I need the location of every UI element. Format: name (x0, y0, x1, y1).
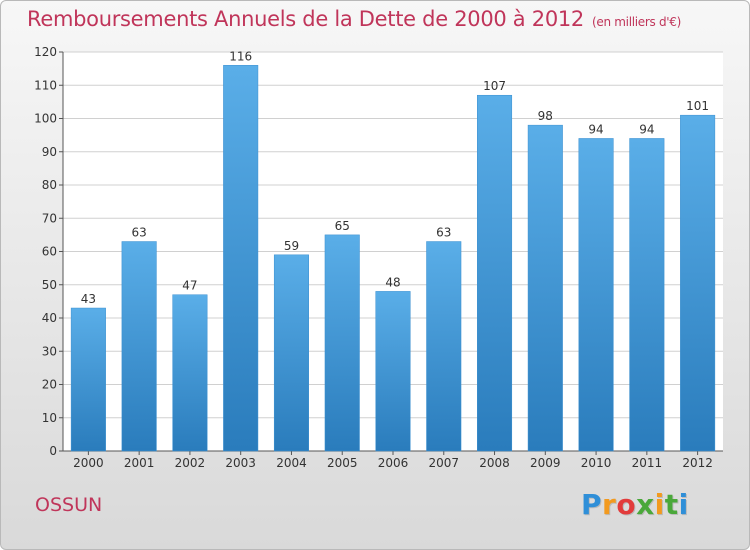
y-tick-label: 60 (42, 245, 57, 259)
bar-2008 (477, 94, 513, 452)
y-tick-label: 90 (42, 145, 57, 159)
y-tick-label: 30 (42, 344, 57, 358)
data-label: 47 (182, 279, 197, 293)
x-tick-label: 2008 (479, 456, 510, 470)
x-tick-label: 2004 (276, 456, 307, 470)
x-tick-label: 2003 (225, 456, 256, 470)
bar-2003 (223, 65, 259, 452)
x-tick-label: 2000 (73, 456, 104, 470)
bar-2002 (172, 294, 208, 452)
data-label: 65 (335, 219, 350, 233)
logo-letter: P (581, 488, 603, 521)
logo-letter: r (602, 488, 617, 521)
bar-2012 (680, 114, 716, 452)
bar-2007 (426, 241, 462, 452)
logo-letter: x (636, 488, 655, 521)
data-label: 101 (686, 99, 709, 113)
data-label: 48 (385, 275, 400, 289)
logo-letter: o (616, 488, 637, 521)
proxiti-logo: Proxiti (581, 488, 689, 521)
chart-title: Remboursements Annuels de la Dette de 20… (27, 7, 681, 31)
data-label: 63 (132, 226, 147, 240)
x-tick-label: 2007 (428, 456, 459, 470)
data-label: 59 (284, 239, 299, 253)
bar-2010 (578, 138, 614, 452)
data-label: 94 (588, 122, 603, 136)
y-tick-label: 20 (42, 378, 57, 392)
x-tick-label: 2006 (378, 456, 409, 470)
bar-2009 (527, 124, 563, 452)
bar-2000 (70, 307, 106, 452)
bar-2006 (375, 291, 411, 452)
x-tick-label: 2011 (632, 456, 663, 470)
y-tick-label: 100 (34, 112, 57, 126)
logo-letter: i (678, 488, 689, 521)
location-label: OSSUN (35, 494, 103, 516)
logo-letter: i (654, 488, 665, 521)
y-tick-label: 110 (34, 78, 57, 92)
x-tick-label: 2009 (530, 456, 561, 470)
y-tick-label: 10 (42, 411, 57, 425)
bar-2004 (273, 254, 309, 452)
bars (70, 65, 716, 452)
x-tick-label: 2010 (581, 456, 612, 470)
bar-2001 (121, 241, 157, 452)
x-tick-label: 2012 (682, 456, 713, 470)
y-tick-label: 120 (34, 45, 57, 59)
data-label: 94 (639, 122, 654, 136)
bar-2011 (629, 138, 665, 452)
bar-2005 (324, 234, 360, 452)
y-tick-label: 70 (42, 211, 57, 225)
y-tick-label: 0 (49, 444, 57, 458)
title-unit: (en milliers d'€) (592, 15, 682, 29)
data-label: 116 (229, 49, 252, 63)
data-label: 43 (81, 292, 96, 306)
x-tick-label: 2005 (327, 456, 358, 470)
logo-letter: t (664, 488, 679, 521)
labels: 0 10 20 30 40 50 60 70 80 90 100 110 120 43 2000 63 2001… (34, 45, 713, 470)
x-tick-label: 2002 (175, 456, 206, 470)
y-tick-label: 50 (42, 278, 57, 292)
title-text: Remboursements Annuels de la Dette de 20… (27, 7, 584, 31)
data-label: 98 (538, 109, 553, 123)
data-label: 63 (436, 226, 451, 240)
data-label: 107 (483, 79, 506, 93)
y-tick-label: 40 (42, 311, 57, 325)
y-tick-label: 80 (42, 178, 57, 192)
x-tick-label: 2001 (124, 456, 155, 470)
